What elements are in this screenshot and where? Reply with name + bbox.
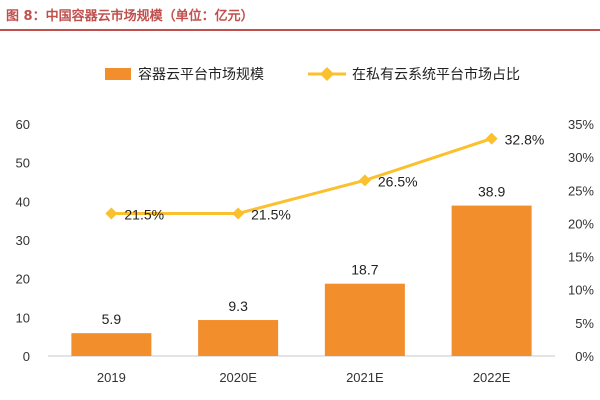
left-axis-tick-label: 50 (16, 156, 30, 171)
bar-value-label: 38.9 (478, 184, 505, 200)
x-axis-tick-label: 2019 (97, 370, 126, 385)
left-axis-tick-label: 40 (16, 194, 30, 209)
bar (71, 333, 152, 356)
line-point (358, 174, 371, 187)
figure-title: 图 8：中国容器云市场规模（单位：亿元） (6, 9, 254, 24)
right-axis-tick-label: 10% (568, 283, 594, 298)
line-value-label: 21.5% (251, 206, 291, 222)
legend-bar-label: 容器云平台市场规模 (138, 66, 264, 82)
line-point (485, 132, 498, 145)
x-axis-tick-label: 2021E (346, 370, 384, 385)
right-axis-tick-label: 25% (568, 183, 594, 198)
line-point (105, 207, 118, 220)
right-axis-tick-label: 35% (568, 117, 594, 132)
right-axis-tick-label: 15% (568, 250, 594, 265)
left-axis-tick-label: 10 (16, 310, 30, 325)
legend: 容器云平台市场规模 在私有云系统平台市场占比 (105, 66, 520, 82)
left-axis-tick-label: 0 (23, 349, 30, 364)
bar (451, 205, 532, 356)
right-axis-tick-label: 0% (575, 349, 594, 364)
bar (198, 320, 279, 356)
legend-line-label: 在私有云系统平台市场占比 (352, 66, 520, 82)
line-value-label: 32.8% (505, 132, 545, 148)
line-point (232, 207, 245, 220)
bar (324, 283, 405, 356)
axes: 0 10 20 30 40 50 60 0% 5% 10% 15% 20% 25% 30% 35% 2019 2… (16, 117, 595, 385)
right-axis-tick-label: 5% (575, 316, 594, 331)
line-value-label: 26.5% (378, 173, 418, 189)
right-axis-tick-label: 20% (568, 216, 594, 231)
line-path (111, 137, 493, 215)
right-axis-tick-label: 30% (568, 150, 594, 165)
bar-series: 5.9 9.3 18.7 38.9 (71, 184, 532, 356)
legend-bar-swatch (105, 68, 131, 80)
title-divider (0, 29, 600, 31)
left-axis-tick-label: 60 (16, 117, 30, 132)
line-series: 21.5% 21.5% 26.5% 32.8% (105, 132, 545, 222)
bar-value-label: 5.9 (102, 311, 122, 327)
left-axis-tick-label: 20 (16, 272, 30, 287)
x-axis-tick-label: 2022E (473, 370, 511, 385)
left-axis-tick-label: 30 (16, 233, 30, 248)
legend-line-marker (320, 67, 334, 81)
line-value-label: 21.5% (124, 206, 164, 222)
x-axis-tick-label: 2020E (219, 370, 257, 385)
bar-value-label: 9.3 (228, 298, 248, 314)
bar-value-label: 18.7 (351, 262, 378, 278)
